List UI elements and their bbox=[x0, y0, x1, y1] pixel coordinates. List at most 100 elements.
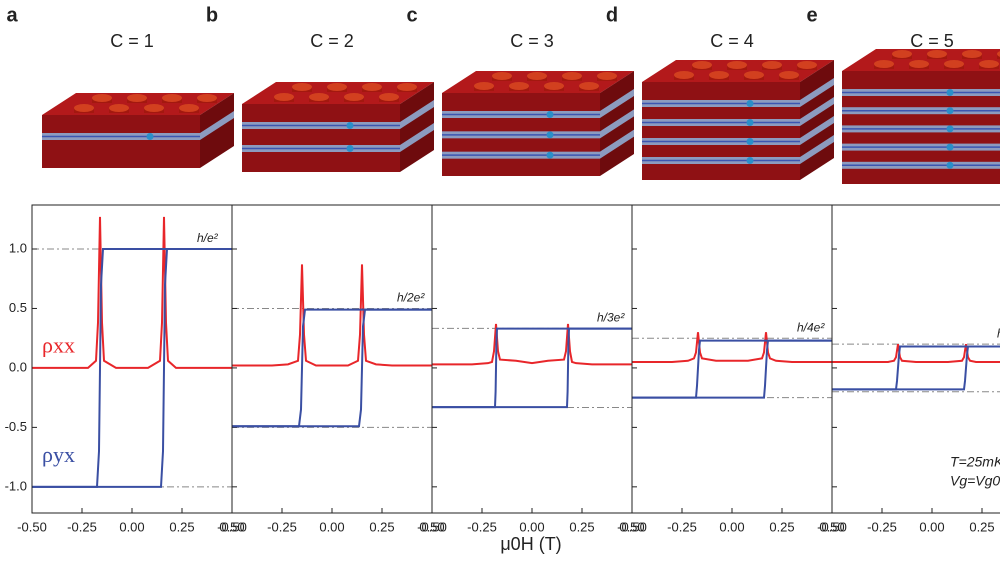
x-tick-label: 0.25 bbox=[369, 519, 394, 534]
electron bbox=[746, 157, 754, 164]
x-axis-label: μ0H (T) bbox=[500, 534, 561, 554]
x-tick-label: 0.50 bbox=[819, 519, 844, 534]
electron bbox=[746, 119, 754, 126]
stud bbox=[674, 71, 694, 79]
device-illustration bbox=[42, 93, 234, 168]
plot-frame bbox=[831, 204, 1000, 514]
series-line bbox=[632, 332, 832, 363]
layer-stripe-side bbox=[800, 78, 834, 107]
x-tick-label: 0.50 bbox=[419, 519, 444, 534]
panel-title: C = 1 bbox=[110, 31, 154, 51]
stud bbox=[509, 82, 529, 90]
stud bbox=[197, 94, 217, 102]
panel-title: C = 4 bbox=[710, 31, 754, 51]
stud bbox=[597, 72, 617, 80]
quantum-annotation: h/2e² bbox=[397, 291, 425, 305]
stud bbox=[797, 61, 817, 69]
stud bbox=[762, 61, 782, 69]
electron bbox=[546, 151, 554, 159]
panel-letter: d bbox=[606, 4, 618, 26]
layer-stripe-side bbox=[600, 109, 634, 139]
x-tick-label: -0.25 bbox=[867, 519, 897, 534]
stud bbox=[492, 72, 512, 80]
stud-side bbox=[997, 54, 1000, 59]
stud bbox=[127, 94, 147, 102]
stud bbox=[709, 71, 729, 79]
y-tick-label: 0.5 bbox=[9, 300, 27, 315]
stud bbox=[927, 50, 947, 58]
electron bbox=[746, 138, 754, 145]
panel-letter: e bbox=[806, 4, 817, 26]
quantum-annotation: h/4e² bbox=[797, 320, 825, 334]
stud bbox=[744, 71, 764, 79]
layer-stripe-side bbox=[600, 89, 634, 118]
electron bbox=[346, 122, 354, 129]
stud bbox=[692, 61, 712, 69]
stud bbox=[362, 83, 382, 91]
y-tick-label: 0.0 bbox=[9, 359, 27, 374]
stud bbox=[92, 94, 112, 102]
x-tick-label: -0.25 bbox=[267, 519, 297, 534]
x-tick-label: 0.25 bbox=[169, 519, 194, 534]
x-tick-label: 0.00 bbox=[119, 519, 144, 534]
series-line bbox=[232, 264, 432, 367]
x-tick-label: 0.00 bbox=[919, 519, 944, 534]
layer-stripe-side bbox=[200, 111, 234, 140]
x-tick-label: 0.25 bbox=[969, 519, 994, 534]
device-illustration bbox=[242, 82, 434, 172]
x-tick-label: -0.50 bbox=[417, 519, 447, 534]
stud bbox=[962, 50, 982, 58]
stud bbox=[397, 83, 417, 91]
x-tick-label: 0.25 bbox=[769, 519, 794, 534]
stud bbox=[144, 104, 164, 112]
layer-stripe-side bbox=[400, 100, 434, 129]
y-tick-label: -1.0 bbox=[5, 478, 27, 493]
layer-stripe-side bbox=[800, 135, 834, 164]
layer-stripe-side bbox=[800, 116, 834, 145]
block-side bbox=[400, 82, 434, 172]
series-line bbox=[832, 343, 1000, 363]
stud bbox=[379, 93, 399, 101]
stud bbox=[274, 93, 294, 101]
quantum-annotation: h/3e² bbox=[597, 310, 625, 324]
electron bbox=[946, 107, 954, 115]
series-line bbox=[432, 327, 632, 409]
panel-title: C = 2 bbox=[310, 31, 354, 51]
x-tick-label: -0.50 bbox=[817, 519, 847, 534]
series-line bbox=[432, 323, 632, 366]
stud bbox=[327, 83, 347, 91]
device-illustration bbox=[442, 71, 634, 176]
series-line bbox=[232, 308, 432, 428]
stud bbox=[727, 61, 747, 69]
electron bbox=[146, 133, 154, 140]
condition-note: T=25mK bbox=[950, 454, 1000, 470]
stud bbox=[109, 104, 129, 112]
x-tick-label: 0.50 bbox=[219, 519, 244, 534]
plot-frame bbox=[631, 204, 833, 514]
series-line bbox=[632, 339, 832, 399]
panel-title: C = 3 bbox=[510, 31, 554, 51]
series-line bbox=[632, 339, 832, 399]
stud bbox=[179, 104, 199, 112]
stud bbox=[527, 72, 547, 80]
x-tick-label: -0.25 bbox=[667, 519, 697, 534]
x-tick-label: 0.00 bbox=[519, 519, 544, 534]
stud bbox=[579, 82, 599, 90]
panel-letter: a bbox=[6, 4, 18, 26]
panel-letter: b bbox=[206, 4, 218, 26]
stud bbox=[309, 93, 329, 101]
plot-frame bbox=[231, 204, 433, 514]
x-tick-label: -0.50 bbox=[17, 519, 47, 534]
series-line bbox=[232, 308, 432, 428]
legend-label: ρyx bbox=[42, 442, 75, 467]
stud bbox=[909, 60, 929, 68]
stud bbox=[162, 94, 182, 102]
electron bbox=[946, 161, 954, 169]
quantum-annotation: h/5e² bbox=[997, 326, 1000, 340]
condition-note: Vg=Vg0 bbox=[950, 473, 1000, 489]
series-line bbox=[32, 216, 232, 369]
electron bbox=[746, 100, 754, 107]
electron bbox=[546, 131, 554, 139]
stud bbox=[562, 72, 582, 80]
